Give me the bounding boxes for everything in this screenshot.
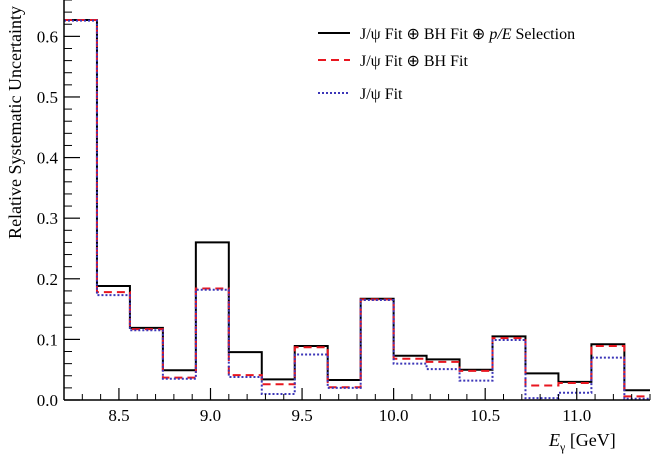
series-line-2 — [64, 19, 650, 400]
x-tick-label: 9.0 — [200, 406, 221, 425]
legend-label-0: J/ψ Fit ⊕ BH Fit ⊕ p/E Selection — [360, 26, 575, 43]
x-axis-title-unit: [GeV] — [565, 430, 615, 450]
legend-label-2: J/ψ Fit — [360, 86, 403, 103]
x-tick-label: 8.5 — [108, 406, 129, 425]
legend: J/ψ Fit ⊕ BH Fit ⊕ p/E Selection J/ψ Fit … — [318, 26, 575, 103]
y-tick-label: 0.1 — [37, 330, 58, 349]
axes-layer: 0.0 0.1 0.2 0.3 0.4 0.5 0.6 8.5 9.0 9.5 10.0 10.5 11… — [37, 0, 651, 425]
y-tick-label: 0.5 — [37, 88, 58, 107]
series-layer — [64, 19, 650, 400]
x-axis-title-symbol: E — [548, 430, 560, 450]
x-axis-title-subscript: γ — [559, 440, 566, 454]
series-line-1 — [64, 19, 650, 398]
x-axis-title: Eγ [GeV] — [548, 430, 616, 454]
y-tick-label: 0.3 — [37, 209, 58, 228]
y-tick-label: 0.4 — [37, 149, 59, 168]
x-tick-label: 10.0 — [379, 406, 409, 425]
x-tick-label: 10.5 — [470, 406, 500, 425]
x-tick-label: 9.5 — [291, 406, 312, 425]
y-tick-label: 0.0 — [37, 391, 58, 410]
legend-label-1: J/ψ Fit ⊕ BH Fit — [360, 53, 468, 70]
y-axis-title: Relative Systematic Uncertainty — [5, 6, 25, 239]
series-line-0 — [64, 19, 650, 392]
y-tick-label: 0.6 — [37, 27, 58, 46]
x-tick-label: 11.0 — [562, 406, 591, 425]
y-tick-label: 0.2 — [37, 270, 58, 289]
